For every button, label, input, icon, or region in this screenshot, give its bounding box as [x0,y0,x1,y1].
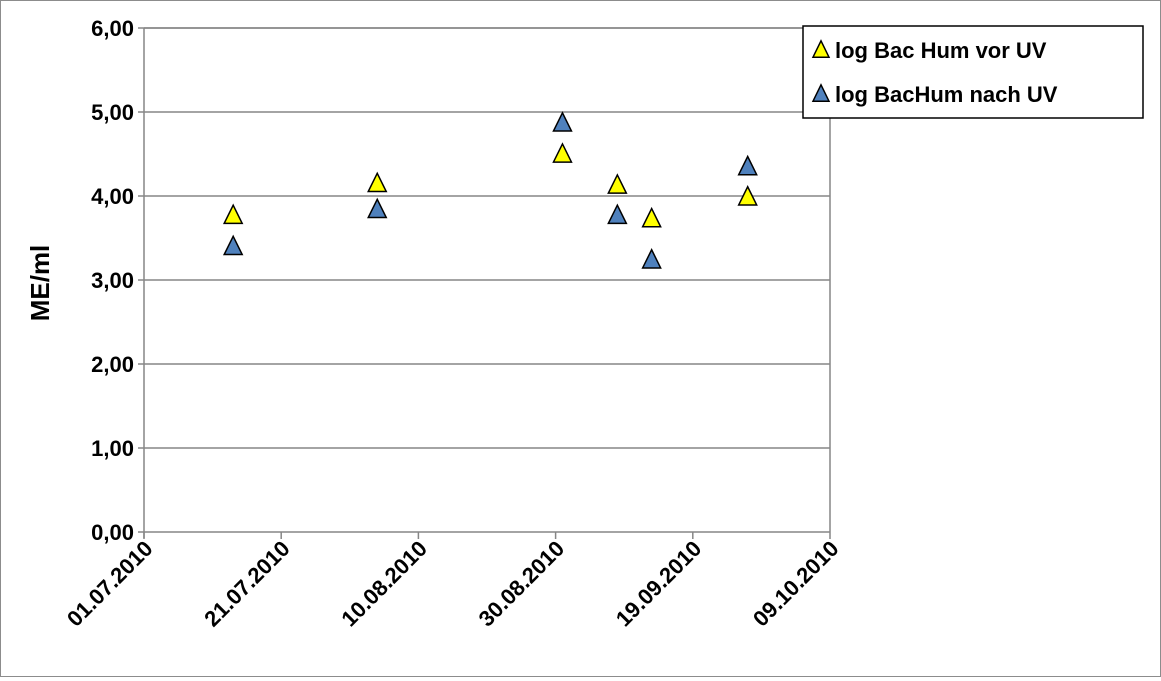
gridlines [144,27,830,449]
y-tick-label: 0,00 [91,520,134,545]
legend-marker-series-1 [811,39,831,58]
data-point-series-2 [737,154,758,176]
data-point-series-2 [641,248,662,269]
x-tick-label: 09.10.2010 [748,536,844,632]
data-point-series-1 [607,173,628,194]
x-tick-labels: 01.07.2010 21.07.2010 10.08.2010 30.08.2010… [62,536,844,632]
y-tick-label: 5,00 [91,100,134,125]
axes [138,27,831,539]
y-tick-label: 1,00 [91,436,134,461]
data-point-series-2 [367,197,388,219]
x-tick-label: 30.08.2010 [474,536,570,632]
y-tick-label: 2,00 [91,352,134,377]
data-point-series-1 [222,203,244,225]
x-tick-label: 01.07.2010 [62,536,158,632]
data-point-series-1 [552,142,573,163]
legend: log Bac Hum vor UV log BacHum nach UV [802,25,1144,119]
y-tick-label: 6,00 [91,16,134,41]
y-tick-labels: 0,00 1,00 2,00 3,00 4,00 5,00 6,00 [91,16,134,545]
x-tick-label: 10.08.2010 [336,536,432,632]
legend-label-series-1: log Bac Hum vor UV [835,38,1047,63]
legend-label-series-2: log BacHum nach UV [835,82,1058,107]
x-tick-label: 21.07.2010 [199,536,295,632]
data-point-series-2 [607,203,628,225]
legend-marker-series-2 [811,83,831,102]
y-tick-label: 4,00 [91,184,134,209]
data-point-series-1 [367,171,388,193]
y-tick-label: 3,00 [91,268,134,293]
y-axis-label: ME/ml [25,245,55,322]
legend-box [802,25,1144,119]
x-tick-label: 19.09.2010 [611,536,707,632]
data-point-series-1 [641,206,662,228]
data-points [222,111,758,269]
data-point-series-2 [222,234,244,256]
data-point-series-1 [737,185,758,206]
data-point-series-2 [552,111,573,132]
